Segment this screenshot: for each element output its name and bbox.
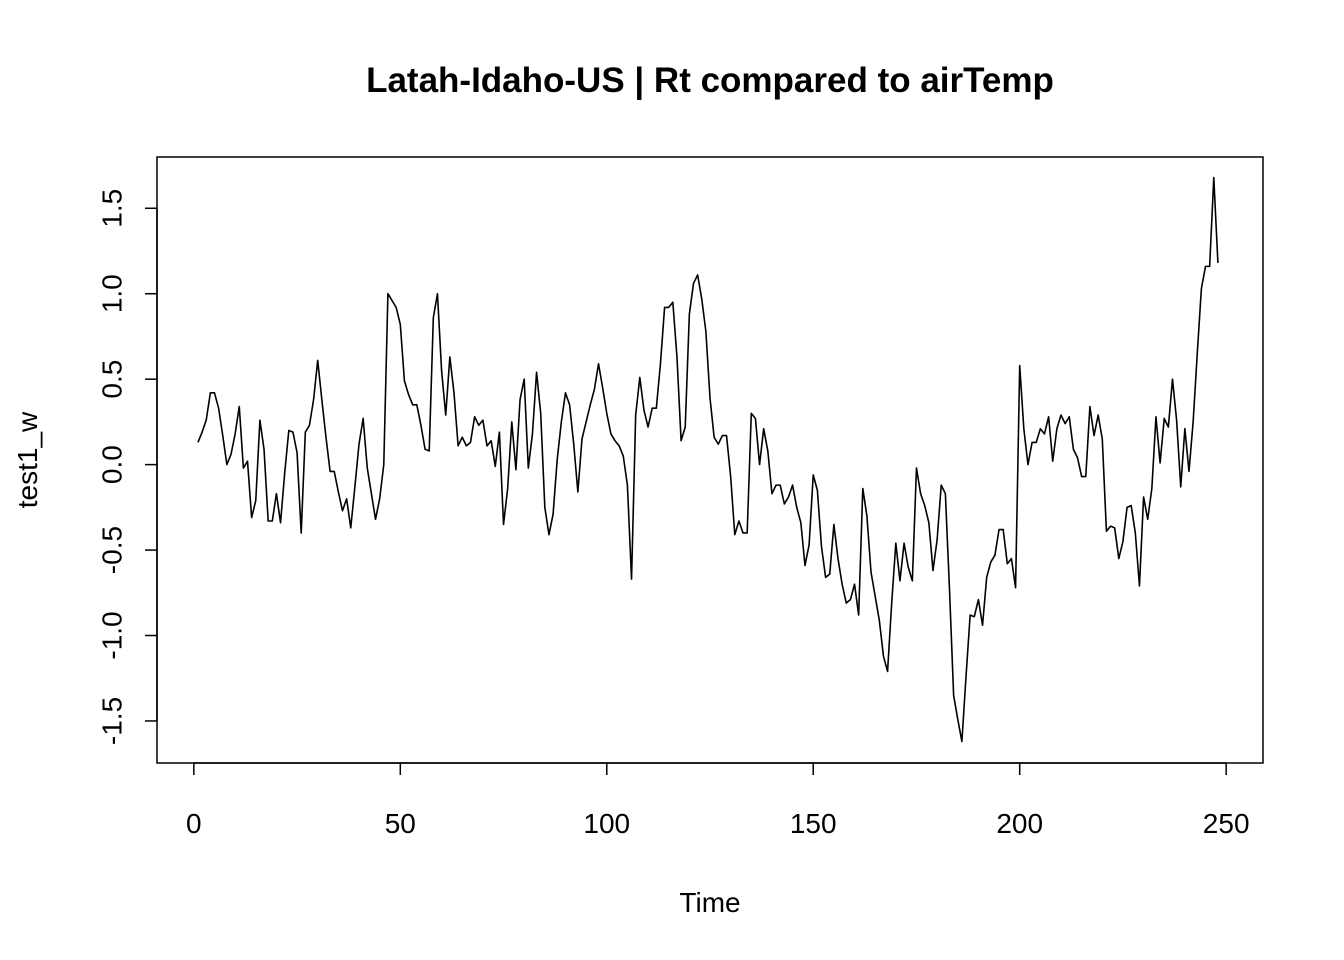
- x-tick-label: 250: [1203, 808, 1250, 839]
- plot-frame: [156, 156, 1264, 764]
- y-tick-label: 1.0: [97, 274, 128, 313]
- x-tick-label: 50: [385, 808, 416, 839]
- series-layer: [197, 176, 1219, 743]
- x-axis: 0 50 100 150 200 250: [186, 762, 1250, 839]
- series-line: [197, 176, 1219, 743]
- x-tick-label: 100: [583, 808, 630, 839]
- x-tick-label: 200: [996, 808, 1043, 839]
- x-axis-label: Time: [679, 887, 740, 918]
- y-tick-label: -1.5: [97, 697, 128, 745]
- y-tick-label: 0.5: [97, 360, 128, 399]
- x-tick-label: 0: [186, 808, 202, 839]
- y-tick-label: -1.0: [97, 611, 128, 659]
- x-tick-label: 150: [790, 808, 837, 839]
- y-tick-label: -0.5: [97, 526, 128, 574]
- chart-title: Latah-Idaho-US | Rt compared to airTemp: [366, 61, 1054, 100]
- y-axis: -1.5 -1.0 -0.5 0.0 0.5 1.0 1.5: [97, 189, 158, 745]
- y-tick-label: 1.5: [97, 189, 128, 228]
- y-axis-label: test1_w: [12, 411, 43, 508]
- y-tick-label: 0.0: [97, 445, 128, 484]
